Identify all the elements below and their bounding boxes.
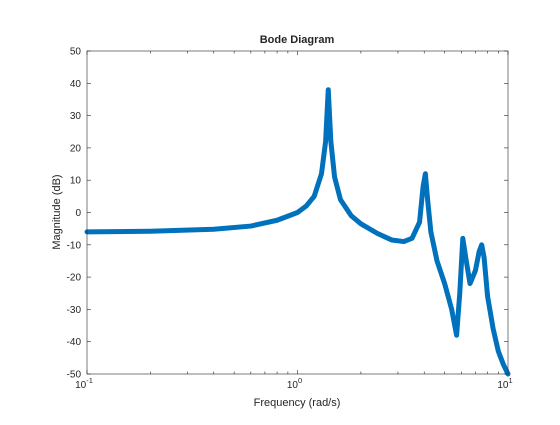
y-tick-label: -50 [67,370,82,381]
x-tick-label-exponent: -1 [86,376,93,385]
y-tick-label: -40 [67,337,82,348]
magnitude-data-point [474,269,477,272]
magnitude-data-point [468,282,472,285]
magnitude-data-point [426,198,429,201]
magnitude-data-point [305,204,308,208]
magnitude-data-point [478,250,481,253]
x-tick-label: 101 [497,376,512,391]
magnitude-data-point [390,238,393,242]
magnitude-data-point [461,237,465,240]
magnitude-data-point [480,243,483,246]
magnitude-data-point [464,256,467,259]
magnitude-data-point [486,295,489,298]
magnitude-data-point [410,237,414,240]
y-tick-label: 40 [70,79,82,90]
x-axis-label: Frequency (rad/s) [254,397,341,409]
y-tick-label: -10 [67,240,82,251]
magnitude-data-point [482,256,486,259]
series-layer [84,87,511,377]
magnitude-data-point [312,195,316,198]
magnitude-data-point [320,172,323,175]
x-tick-label: 10-1 [75,376,93,391]
y-tick-label: 30 [70,111,82,122]
magnitude-data-point [455,334,458,337]
magnitude-data-point [418,220,421,224]
magnitude-data-point [497,350,500,353]
magnitude-data-point [502,363,505,366]
y-tick-label: 10 [70,176,82,187]
y-tick-label: 20 [70,143,82,154]
y-tick-label: 0 [75,208,81,219]
magnitude-data-point [212,228,215,231]
magnitude-data-point [450,308,453,311]
chart-title: Bode Diagram [260,34,335,46]
magnitude-data-point [249,224,252,228]
x-tick-label-base: 10 [75,380,87,391]
magnitude-data-point [275,219,279,222]
magnitude-data-point [339,198,342,201]
magnitude-data-point [435,259,439,263]
magnitude-data-point [327,88,330,91]
magnitude-data-point [149,230,152,233]
y-tick-label: 50 [70,47,82,58]
magnitude-data-point [324,140,327,143]
magnitude-data-point [376,232,379,235]
y-axis-label: Magnitude (dB) [51,174,63,249]
magnitude-data-point [296,211,299,214]
x-tick-label-exponent: 0 [298,376,302,385]
magnitude-data-point [359,222,363,225]
magnitude-data-point [443,282,446,285]
magnitude-data-point [402,240,406,243]
x-tick-label-exponent: 1 [508,376,512,385]
magnitude-data-point [333,175,336,179]
y-tick-label: -30 [67,305,82,316]
x-tick-label-base: 10 [497,380,509,391]
magnitude-data-point [329,140,333,143]
magnitude-data-point [350,214,353,217]
plot-frame [86,50,509,375]
x-tick-label-base: 10 [287,380,299,391]
x-tick-label: 100 [287,376,302,391]
magnitude-data-point [424,172,427,175]
y-tick-label: -20 [67,273,82,284]
magnitude-data-point [491,327,495,330]
magnitude-data-point [458,292,461,295]
magnitude-data-point [429,230,433,234]
magnitude-data-point [421,185,425,188]
